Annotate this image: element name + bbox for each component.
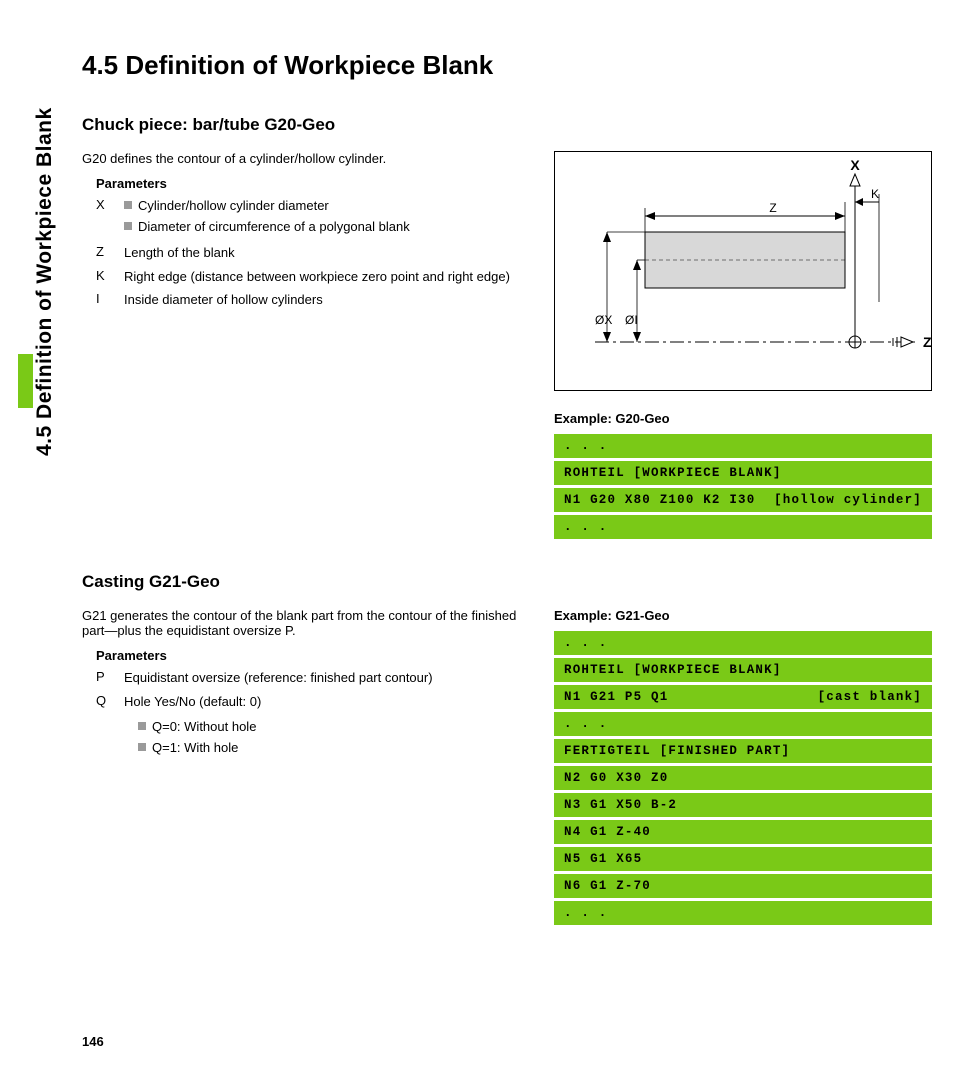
param-k-text: Right edge (distance between workpiece z… (124, 268, 532, 286)
param-key-k: K (96, 268, 124, 286)
side-tab-title: 4.5 Definition of Workpiece Blank (33, 107, 57, 456)
params-label: Parameters (96, 176, 532, 191)
code-row: . . . (554, 901, 932, 925)
diagram-z-axis-label: Z (923, 334, 931, 350)
param-i-text: Inside diameter of hollow cylinders (124, 291, 532, 309)
side-tab-accent (18, 354, 33, 408)
section2-params: P Equidistant oversize (reference: finis… (96, 669, 532, 759)
bullet-icon (138, 722, 146, 730)
bullet-icon (124, 222, 132, 230)
diagram-diamx-label: ØX (595, 313, 612, 327)
example1-code: . . . ROHTEIL [WORKPIECE BLANK] N1 G20 X… (554, 434, 932, 539)
section2-title: Casting G21-Geo (82, 572, 932, 592)
section2-left: G21 generates the contour of the blank p… (82, 608, 532, 928)
side-tab: 4.5 Definition of Workpiece Blank (18, 28, 54, 468)
code-row: N2 G0 X30 Z0 (554, 766, 932, 790)
diagram-diami-label: ØI (625, 313, 638, 327)
param-key-z: Z (96, 244, 124, 262)
code-row: ROHTEIL [WORKPIECE BLANK] (554, 461, 932, 485)
code-row: N5 G1 X65 (554, 847, 932, 871)
param-key-i: I (96, 291, 124, 309)
param-p-text: Equidistant oversize (reference: finishe… (124, 669, 532, 687)
code-row: N4 G1 Z-40 (554, 820, 932, 844)
code-row: . . . (554, 712, 932, 736)
section1-left: G20 defines the contour of a cylinder/ho… (82, 151, 532, 542)
param-q-b2: Q=1: With hole (152, 739, 238, 757)
param-z-text: Length of the blank (124, 244, 532, 262)
page-content: 4.5 Definition of Workpiece Blank Chuck … (82, 50, 932, 928)
code-row: N1 G20 X80 Z100 K2 I30[hollow cylinder] (554, 488, 932, 512)
code-row: N1 G21 P5 Q1[cast blank] (554, 685, 932, 709)
param-x-b2: Diameter of circumference of a polygonal… (138, 218, 410, 236)
section2-intro: G21 generates the contour of the blank p… (82, 608, 532, 638)
example1-title: Example: G20-Geo (554, 411, 932, 426)
param-q-text: Hole Yes/No (default: 0) (124, 693, 532, 711)
g20-diagram: X Z K (554, 151, 932, 391)
params-label: Parameters (96, 648, 532, 663)
page-number: 146 (82, 1034, 104, 1049)
bullet-icon (124, 201, 132, 209)
example2-title: Example: G21-Geo (554, 608, 932, 623)
param-key-p: P (96, 669, 124, 687)
section1-intro: G20 defines the contour of a cylinder/ho… (82, 151, 532, 166)
code-row: N3 G1 X50 B-2 (554, 793, 932, 817)
param-x-b1: Cylinder/hollow cylinder diameter (138, 197, 329, 215)
param-key-x: X (96, 197, 124, 238)
param-key-q: Q (96, 693, 124, 760)
diagram-dimz-label: Z (769, 201, 776, 215)
bullet-icon (138, 743, 146, 751)
section2-right: Example: G21-Geo . . . ROHTEIL [WORKPIEC… (554, 608, 932, 928)
section1-params: X Cylinder/hollow cylinder diameter Diam… (96, 197, 532, 309)
code-row: N6 G1 Z-70 (554, 874, 932, 898)
diagram-k-label: K (871, 187, 879, 201)
section1-right: X Z K (554, 151, 932, 542)
code-row: ROHTEIL [WORKPIECE BLANK] (554, 658, 932, 682)
example2-code: . . . ROHTEIL [WORKPIECE BLANK] N1 G21 P… (554, 631, 932, 925)
section1-title: Chuck piece: bar/tube G20-Geo (82, 115, 932, 135)
page-title: 4.5 Definition of Workpiece Blank (82, 50, 932, 81)
code-row: FERTIGTEIL [FINISHED PART] (554, 739, 932, 763)
diagram-x-label: X (850, 157, 860, 173)
param-q-b1: Q=0: Without hole (152, 718, 256, 736)
code-row: . . . (554, 631, 932, 655)
code-row: . . . (554, 434, 932, 458)
code-row: . . . (554, 515, 932, 539)
